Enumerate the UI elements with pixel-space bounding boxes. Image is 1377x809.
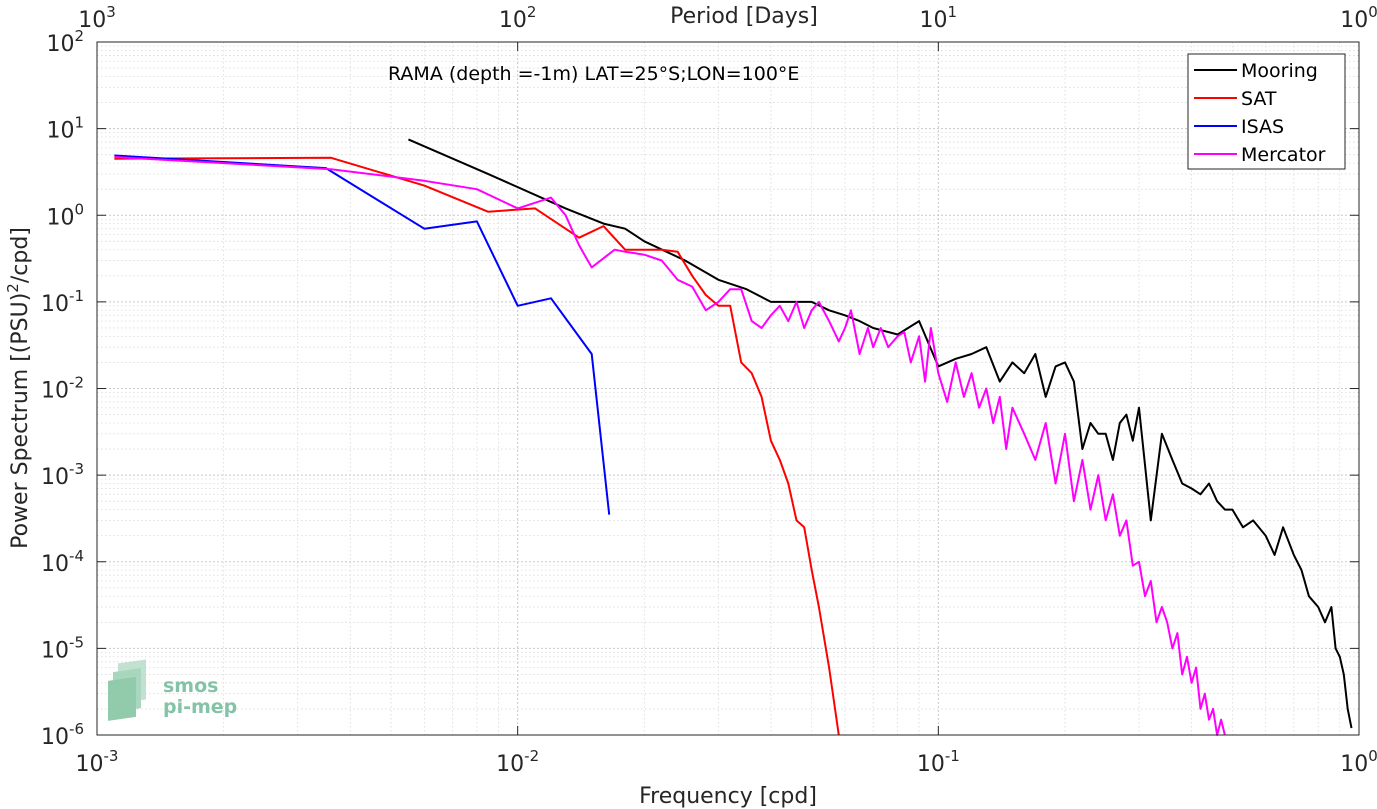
y-tick-label: 10-3 [41,460,84,490]
series-line-mooring [408,138,1353,729]
minor-grid [97,42,1359,735]
top-axis-label: Period [Days] [670,4,818,29]
y-tick-label: 10-4 [41,547,84,577]
logo-text-pi-mep: pi-mep [163,696,237,718]
series-line-sat [114,156,840,736]
legend-box [1187,53,1346,170]
series-layer [114,138,1353,736]
y-axis-label: Power Spectrum [(PSU)2/cpd] [4,227,33,549]
y-tick-label: 10-6 [41,720,84,750]
y-axis-label-main: Power Spectrum [(PSU) [8,293,33,549]
top-tick-label: 103 [78,3,116,33]
chart-annotation: RAMA (depth =-1m) LAT=25°S;LON=100°E [388,63,799,85]
y-tick-label: 100 [46,200,84,230]
y-tick-label: 10-5 [41,633,84,663]
x-tick-label: 10-2 [496,747,539,777]
x-tick-label: 100 [1340,747,1377,777]
top-tick-label: 100 [1340,3,1377,33]
y-tick-label: 10-1 [41,287,84,317]
tick-marks [96,41,1360,736]
smos-pi-mep-logo: smos pi-mep [108,659,237,721]
series-line-isas [114,154,611,515]
top-tick-label: 102 [499,3,537,33]
y-tick-label: 101 [46,114,84,144]
series-line-mercator [114,156,1226,736]
y-axis-label-tail: /cpd] [8,227,33,283]
legend: Mooring SAT ISAS Mercator [1187,53,1346,170]
x-axis-label: Frequency [cpd] [639,784,817,809]
legend-label-mercator: Mercator [1241,144,1326,166]
logo-text-smos: smos [163,675,218,697]
y-tick-label: 10-2 [41,374,84,404]
y-axis-label-sup: 2 [4,283,22,293]
x-tick-label: 10-3 [76,747,119,777]
legend-label-mooring: Mooring [1241,60,1318,82]
x-tick-label: 10-1 [917,747,960,777]
legend-label-isas: ISAS [1241,116,1284,138]
top-tick-label: 101 [920,3,958,33]
legend-label-sat: SAT [1241,88,1277,110]
y-tick-label: 102 [46,27,84,57]
